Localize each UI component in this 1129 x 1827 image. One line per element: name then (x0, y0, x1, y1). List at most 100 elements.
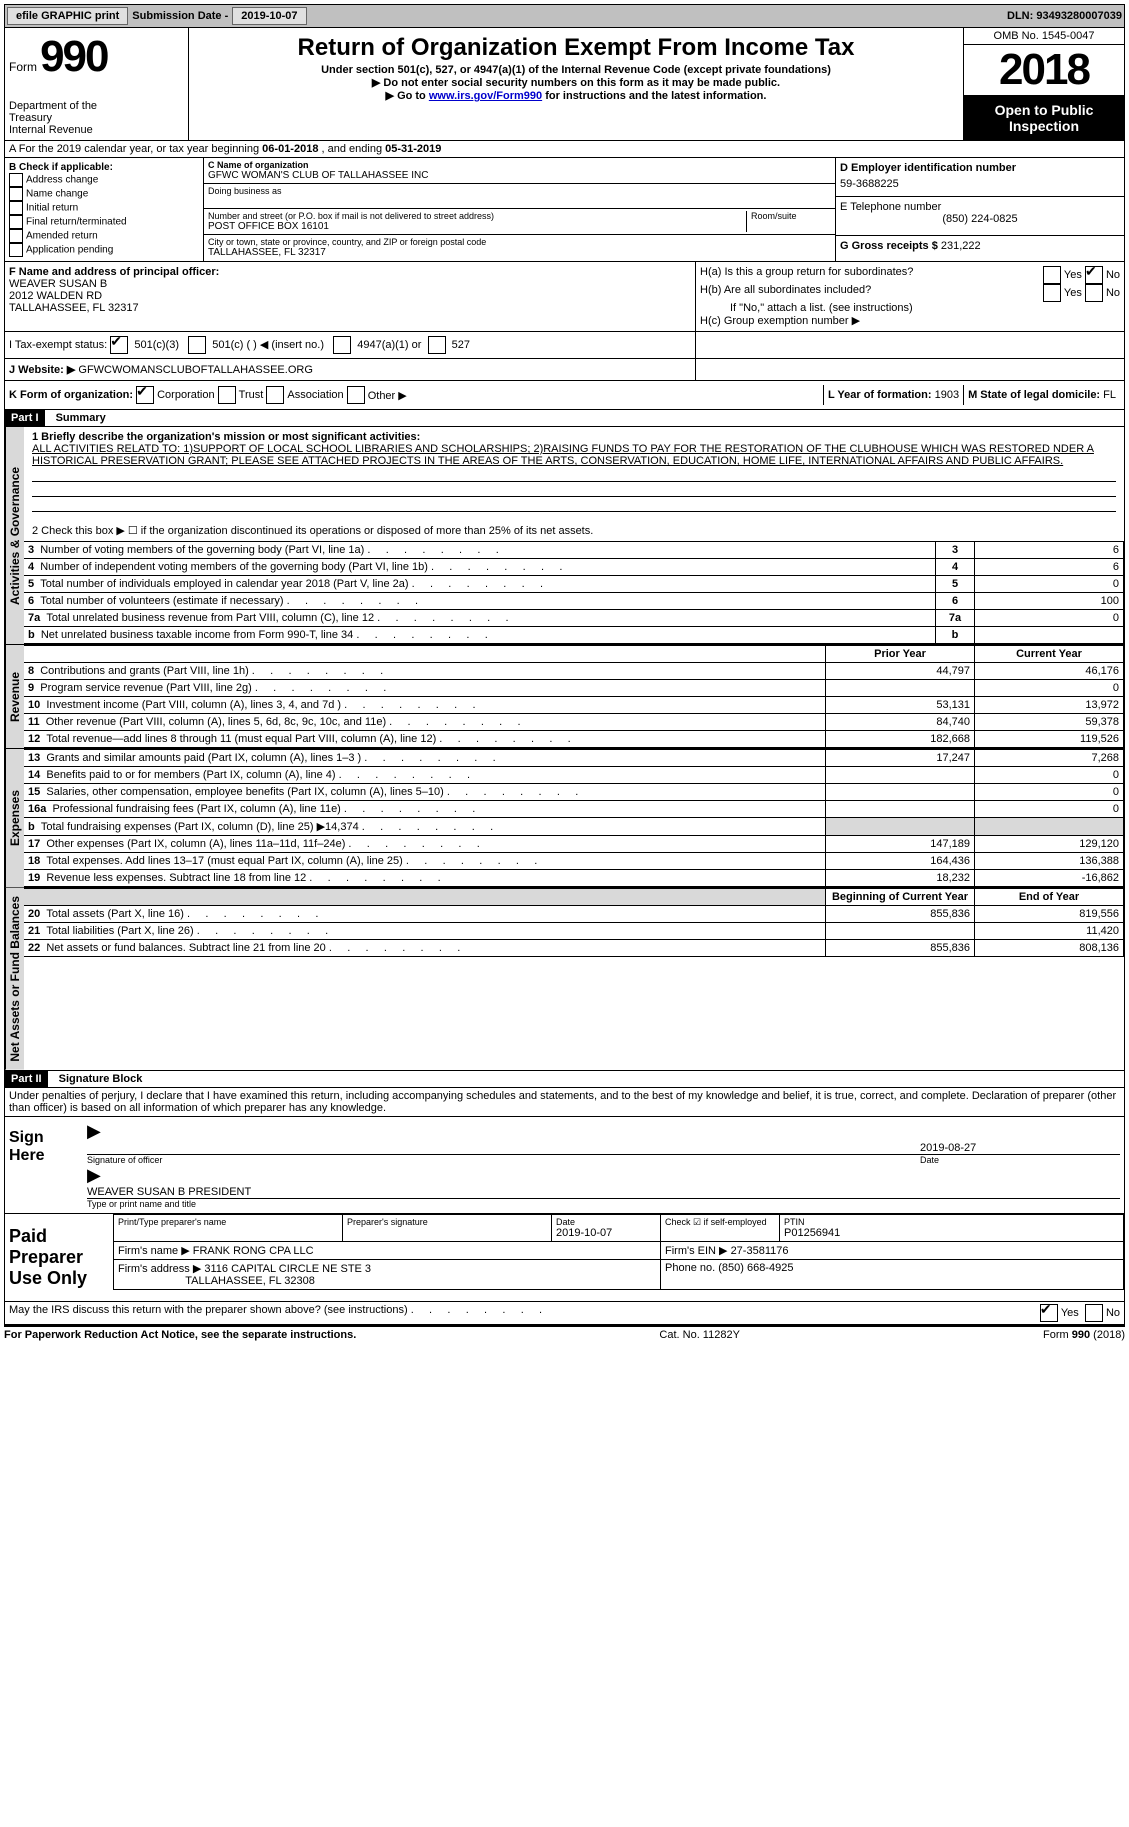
527-check[interactable] (428, 336, 446, 354)
firm-ein-label: Firm's EIN ▶ (665, 1245, 731, 1257)
org-city: TALLAHASSEE, FL 32317 (208, 247, 831, 258)
table-row: 6 Total number of volunteers (estimate i… (24, 593, 1124, 610)
f-label: F Name and address of principal officer: (9, 266, 219, 278)
ha-no[interactable] (1085, 266, 1103, 284)
col-h: H(a) Is this a group return for subordin… (696, 262, 1124, 331)
part-1-header: Part I Summary (4, 410, 1125, 427)
table-row: 17 Other expenses (Part IX, column (A), … (24, 836, 1124, 853)
header-grid: B Check if applicable: Address change Na… (4, 158, 1125, 262)
cat-no: Cat. No. 11282Y (659, 1329, 740, 1341)
trust-check[interactable] (218, 386, 236, 404)
note-ssn: ▶ Do not enter social security numbers o… (193, 76, 959, 89)
form-number: 990 (40, 32, 107, 81)
dln: DLN: 93493280007039 (1007, 10, 1122, 22)
irs-link[interactable]: www.irs.gov/Form990 (429, 90, 542, 102)
officer-addr1: 2012 WALDEN RD (9, 290, 102, 302)
subtitle: Under section 501(c), 527, or 4947(a)(1)… (193, 64, 959, 76)
title-box: Return of Organization Exempt From Incom… (189, 28, 963, 140)
efile-print-button[interactable]: efile GRAPHIC print (7, 7, 128, 25)
side-exp: Expenses (5, 749, 24, 887)
checkbox-address-change[interactable] (9, 173, 23, 187)
part1-label: Part I (5, 410, 45, 426)
hb-label: H(b) Are all subordinates included? (700, 284, 871, 302)
print-name-label: Print/Type preparer's name (118, 1217, 338, 1227)
part2-title: Signature Block (51, 1071, 151, 1087)
checkbox-name-change[interactable] (9, 187, 23, 201)
checkbox-pending[interactable] (9, 243, 23, 257)
table-row: 18 Total expenses. Add lines 13–17 (must… (24, 853, 1124, 870)
exp-block: Expenses 13 Grants and similar amounts p… (4, 749, 1125, 888)
paid-preparer-section: Paid Preparer Use Only Print/Type prepar… (4, 1214, 1125, 1302)
i-row: I Tax-exempt status: 501(c)(3) 501(c) ( … (4, 332, 1125, 359)
side-net: Net Assets or Fund Balances (5, 888, 24, 1070)
top-bar: efile GRAPHIC print Submission Date - 20… (4, 4, 1125, 28)
501c3-check[interactable] (110, 336, 128, 354)
ha-yes[interactable] (1043, 266, 1061, 284)
self-employed-check[interactable]: Check ☑ if self-employed (665, 1217, 775, 1228)
dept-line2: Treasury (9, 112, 184, 124)
line2-text: 2 Check this box ▶ ☐ if the organization… (32, 524, 1116, 537)
corp-check[interactable] (136, 386, 154, 404)
tax-exempt-status: I Tax-exempt status: 501(c)(3) 501(c) ( … (5, 332, 696, 358)
ein-value: 59-3688225 (840, 178, 1120, 190)
footer-row: For Paperwork Reduction Act Notice, see … (4, 1325, 1125, 1343)
other-check[interactable] (347, 386, 365, 404)
table-row: 5 Total number of individuals employed i… (24, 576, 1124, 593)
form-word: Form (9, 60, 37, 74)
table-row: 11 Other revenue (Part VIII, column (A),… (24, 714, 1124, 731)
declaration-text: Under penalties of perjury, I declare th… (4, 1088, 1125, 1117)
side-gov: Activities & Governance (5, 427, 24, 644)
table-row: 9 Program service revenue (Part VIII, li… (24, 680, 1124, 697)
year-box: OMB No. 1545-0047 2018 Open to Public In… (963, 28, 1124, 140)
firm-addr2: TALLAHASSEE, FL 32308 (185, 1275, 315, 1287)
hb-yes[interactable] (1043, 284, 1061, 302)
table-row: 16a Professional fundraising fees (Part … (24, 801, 1124, 818)
discuss-text: May the IRS discuss this return with the… (9, 1304, 1040, 1322)
exp-table: 13 Grants and similar amounts paid (Part… (24, 749, 1124, 887)
hb-no[interactable] (1085, 284, 1103, 302)
submission-date-label: Submission Date - (132, 10, 228, 22)
date-label: Date (920, 1155, 1120, 1165)
note-goto: ▶ Go to www.irs.gov/Form990 for instruct… (193, 89, 959, 102)
type-name-label: Type or print name and title (87, 1199, 1120, 1209)
discuss-yes[interactable] (1040, 1304, 1058, 1322)
form-990-box: Form 990 Department of the Treasury Inte… (5, 28, 189, 140)
submission-date-button[interactable]: 2019-10-07 (232, 7, 306, 25)
sign-section: Sign Here ▶ 2019-08-27 Signature of offi… (4, 1117, 1125, 1214)
hb-note: If "No," attach a list. (see instruction… (700, 302, 1120, 314)
assoc-check[interactable] (266, 386, 284, 404)
col-c: C Name of organization GFWC WOMAN'S CLUB… (204, 158, 836, 261)
prep-date: 2019-10-07 (556, 1227, 612, 1239)
checkbox-initial-return[interactable] (9, 201, 23, 215)
f-h-row: F Name and address of principal officer:… (4, 262, 1125, 332)
firm-name-label: Firm's name ▶ (118, 1245, 193, 1257)
return-title: Return of Organization Exempt From Incom… (193, 34, 959, 62)
c-name-label: C Name of organization (208, 160, 309, 170)
part2-label: Part II (5, 1071, 48, 1087)
line1-label: 1 Briefly describe the organization's mi… (32, 431, 1116, 443)
net-table: Beginning of Current YearEnd of Year20 T… (24, 888, 1124, 957)
section-a: A For the 2019 calendar year, or tax yea… (4, 141, 1125, 158)
addr-label: Number and street (or P.O. box if mail i… (208, 211, 742, 221)
year-formation: 1903 (935, 389, 959, 401)
net-block: Net Assets or Fund Balances Beginning of… (4, 888, 1125, 1071)
col-d: D Employer identification number 59-3688… (836, 158, 1124, 261)
table-row: 12 Total revenue—add lines 8 through 11 … (24, 731, 1124, 748)
table-row: 13 Grants and similar amounts paid (Part… (24, 750, 1124, 767)
4947-check[interactable] (333, 336, 351, 354)
form-footer: Form 990 (2018) (1043, 1329, 1125, 1341)
discuss-no[interactable] (1085, 1304, 1103, 1322)
paperwork-notice: For Paperwork Reduction Act Notice, see … (4, 1329, 356, 1341)
col-f: F Name and address of principal officer:… (5, 262, 696, 331)
m-label: M State of legal domicile: (968, 389, 1103, 401)
sig-officer-label: Signature of officer (87, 1155, 920, 1165)
checkbox-final-return[interactable] (9, 215, 23, 229)
ein-label: D Employer identification number (840, 162, 1016, 174)
checkbox-amended[interactable] (9, 229, 23, 243)
sign-here-label: Sign Here (5, 1117, 83, 1213)
gross-amount: 231,222 (941, 240, 981, 252)
tax-year: 2018 (964, 45, 1124, 96)
501c-check[interactable] (188, 336, 206, 354)
form-header: Form 990 Department of the Treasury Inte… (4, 28, 1125, 141)
firm-phone-label: Phone no. (665, 1262, 718, 1274)
